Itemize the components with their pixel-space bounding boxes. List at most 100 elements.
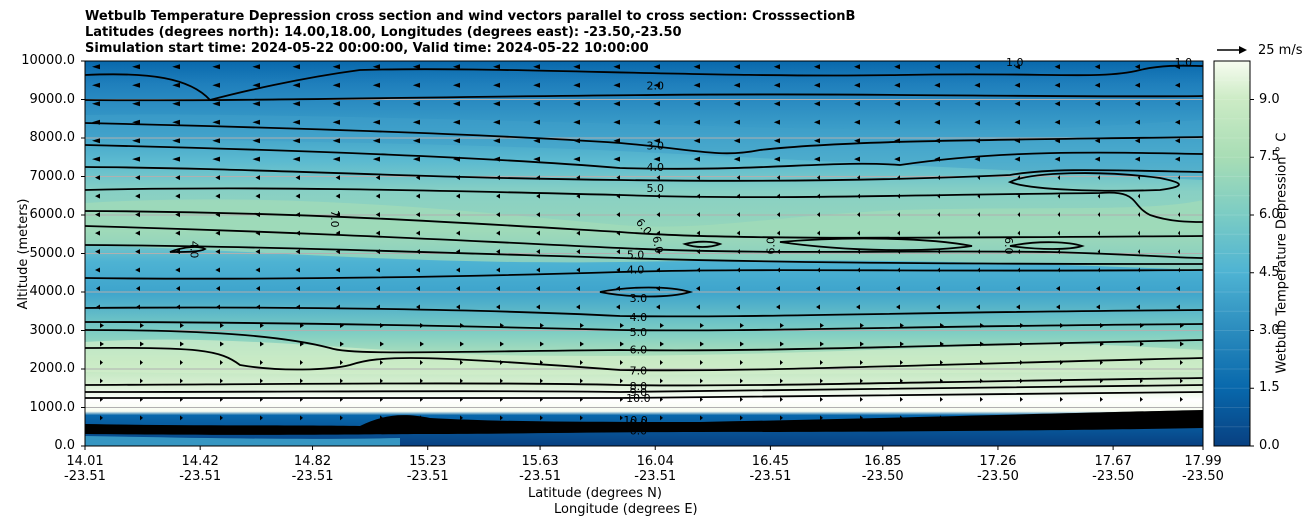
wind-vector	[172, 82, 180, 88]
wind-vector	[500, 322, 504, 328]
wind-vector	[1177, 193, 1180, 199]
wind-vector	[813, 64, 820, 70]
wind-vector	[1054, 64, 1060, 70]
wind-vector	[295, 249, 300, 255]
wind-vector	[1097, 230, 1100, 236]
wind-vector	[292, 82, 300, 88]
wind-vector	[95, 267, 100, 273]
wind-vector	[95, 175, 100, 181]
wind-vector	[136, 304, 140, 310]
wind-vector	[980, 322, 984, 328]
wind-vector	[295, 267, 300, 273]
wind-vector	[215, 230, 220, 236]
contour-label: 3.0	[630, 292, 648, 305]
wind-vector	[900, 415, 903, 421]
wind-vector	[736, 267, 740, 273]
y-tick-label: 7000.0	[29, 168, 76, 184]
wind-vector	[576, 193, 580, 199]
x-axis-label-lon: Longitude (degrees E)	[554, 502, 698, 517]
wind-vector	[974, 82, 980, 88]
wind-vector	[616, 193, 620, 199]
wind-vector	[656, 175, 660, 181]
wind-vector	[252, 119, 260, 125]
wind-vector	[780, 378, 783, 384]
wind-vector	[460, 359, 463, 365]
wind-vector	[1016, 304, 1020, 310]
wind-vector	[693, 119, 700, 125]
wind-vector	[340, 415, 343, 421]
wind-vector	[613, 64, 620, 70]
wind-vector	[540, 341, 544, 347]
wind-vector	[977, 175, 980, 181]
wind-vector	[1137, 175, 1140, 181]
x-tick-lat: 17.99	[1184, 454, 1222, 469]
wind-vector	[700, 396, 703, 402]
x-tick-marks	[84, 446, 1204, 450]
wind-vector	[496, 193, 500, 199]
wind-vector	[260, 415, 263, 421]
wind-vector	[620, 378, 623, 384]
x-tick-label: 17.26 -23.50	[958, 454, 1038, 484]
wind-vector	[656, 193, 660, 199]
wind-vector	[1014, 82, 1020, 88]
wind-vector	[1100, 322, 1104, 328]
wind-vector	[100, 378, 103, 384]
wind-vector	[894, 138, 900, 144]
x-tick-label: 17.67 -23.50	[1073, 454, 1153, 484]
wind-vector	[496, 249, 500, 255]
wind-vector	[252, 156, 260, 162]
wind-vector	[974, 138, 980, 144]
wind-vector	[1060, 378, 1063, 384]
wind-vector	[100, 341, 104, 347]
wind-vector	[776, 267, 780, 273]
wind-vector	[540, 359, 543, 365]
wind-vector	[496, 286, 500, 292]
x-tick-lon: -23.51	[634, 469, 677, 484]
wind-vector	[1057, 175, 1060, 181]
wind-vector	[252, 64, 260, 70]
wind-vector	[536, 193, 540, 199]
wind-vector	[816, 286, 820, 292]
x-tick-lat: 16.85	[864, 454, 902, 469]
wind-vector	[1020, 378, 1023, 384]
wind-vector	[533, 156, 540, 162]
wind-vector	[1134, 101, 1140, 107]
wind-vector	[613, 138, 620, 144]
wind-vector	[1174, 138, 1180, 144]
wind-vector	[455, 175, 460, 181]
wind-vector	[693, 82, 700, 88]
wind-vector	[455, 249, 460, 255]
wind-vector	[292, 64, 300, 70]
wind-vector	[175, 267, 180, 273]
wind-vector	[1014, 64, 1020, 70]
wind-vector	[613, 101, 620, 107]
wind-vector	[452, 138, 460, 144]
wind-vector	[135, 193, 140, 199]
wind-vector	[172, 64, 180, 70]
wind-vector	[372, 82, 380, 88]
wind-vector	[974, 119, 980, 125]
wind-vector	[135, 175, 140, 181]
wind-vector	[496, 212, 500, 218]
wind-vector	[937, 267, 940, 273]
wind-vector	[176, 286, 180, 292]
wind-vector	[776, 304, 780, 310]
wind-vector	[100, 415, 103, 421]
x-tick-label: 14.01 -23.51	[45, 454, 125, 484]
wind-vector	[813, 82, 820, 88]
wind-vector	[900, 378, 903, 384]
wind-vector	[335, 193, 340, 199]
wind-vector	[172, 138, 180, 144]
wind-vector	[132, 156, 140, 162]
wind-vector	[934, 101, 940, 107]
wind-vector	[776, 212, 780, 218]
wind-vector	[493, 64, 500, 70]
wind-vector	[857, 212, 860, 218]
wind-vector	[1174, 82, 1180, 88]
wind-vector	[1056, 304, 1060, 310]
wind-vector	[816, 249, 820, 255]
wind-vector	[135, 249, 140, 255]
wind-key-label: 25 m/s	[1258, 43, 1303, 58]
wind-vector	[335, 230, 340, 236]
wind-vector	[1140, 322, 1144, 328]
